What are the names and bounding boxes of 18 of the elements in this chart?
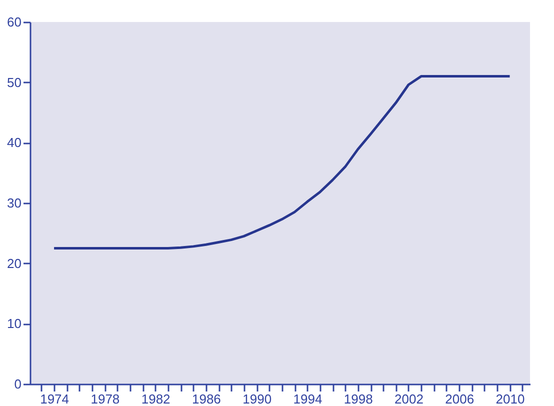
x-tick-label: 1990 — [242, 392, 272, 406]
x-tick-label: 1974 — [40, 392, 70, 406]
y-tick-label: 20 — [7, 256, 22, 271]
y-tick-label: 0 — [14, 376, 22, 392]
y-tick-label: 40 — [7, 135, 22, 150]
line-series — [52, 75, 511, 250]
x-tick-label: 1982 — [141, 392, 170, 406]
y-tick-label: 50 — [7, 74, 22, 90]
x-tick-label: 1978 — [90, 392, 120, 406]
x-tick-label: 2002 — [394, 392, 424, 406]
x-tick-label: 2006 — [445, 392, 474, 406]
x-tick-label: 1994 — [293, 392, 322, 406]
y-tick-label: 60 — [7, 14, 22, 30]
x-tick-label: 1998 — [344, 392, 373, 406]
y-tick-label: 10 — [7, 316, 22, 332]
x-tick-label: 2010 — [496, 392, 525, 406]
y-tick-label: 30 — [7, 196, 22, 210]
x-tick-label: 1986 — [192, 392, 221, 406]
